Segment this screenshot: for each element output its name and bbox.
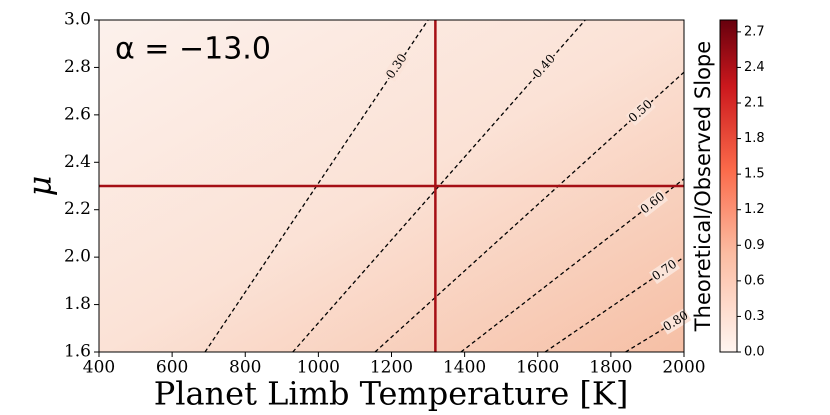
- x-tick-label: 1600: [516, 358, 559, 378]
- x-tick-label: 600: [156, 358, 188, 378]
- colorbar-tick-label: 2.1: [744, 96, 765, 111]
- colorbar-tick-label: 1.5: [744, 167, 765, 182]
- x-tick-label: 2000: [662, 358, 705, 378]
- x-axis-label: Planet Limb Temperature [K]: [154, 375, 629, 413]
- colorbar-tick-label: 0.0: [744, 345, 765, 360]
- colorbar-tick-label: 1.8: [744, 131, 765, 146]
- colorbar-tick-label: 1.2: [744, 202, 765, 217]
- y-tick-label: 2.0: [64, 247, 91, 267]
- contour-line: [460, 178, 685, 353]
- colorbar-tick-label: 0.3: [744, 309, 765, 324]
- colorbar-tick-label: 2.4: [744, 60, 765, 75]
- colorbar-tick-label: 0.9: [744, 238, 765, 253]
- y-tick-label: 2.8: [64, 57, 91, 77]
- contour-label-bg: [529, 51, 559, 82]
- annotation: α = −13.0: [115, 32, 271, 67]
- y-tick-label: 2.6: [64, 104, 91, 124]
- y-tick-label: 2.2: [64, 199, 91, 219]
- x-tick-label: 1000: [297, 358, 340, 378]
- x-tick-label: 800: [229, 358, 261, 378]
- y-tick-label: 1.6: [64, 342, 91, 362]
- colorbar-tick-label: 0.6: [744, 273, 765, 288]
- y-tick-label: 2.4: [64, 152, 91, 172]
- colorbar-tick-label: 2.7: [744, 24, 765, 39]
- contour-label-bg: [649, 256, 681, 285]
- y-tick-label: 1.8: [64, 294, 91, 314]
- x-tick-label: 1200: [370, 358, 413, 378]
- y-axis-label: μ: [21, 176, 59, 197]
- colorbar-frame: [719, 19, 738, 353]
- x-tick-label: 1800: [589, 358, 632, 378]
- contour-line: [292, 19, 586, 353]
- contour-label-bg: [625, 96, 656, 126]
- x-tick-label: 1400: [443, 358, 486, 378]
- contour-label-bg: [637, 189, 669, 218]
- x-tick-label: 400: [83, 358, 115, 378]
- y-tick-label: 3.0: [64, 10, 91, 30]
- colorbar: [720, 20, 737, 352]
- colorbar-label: Theoretical/Observed Slope: [691, 41, 715, 332]
- contour-label-bg: [383, 50, 411, 83]
